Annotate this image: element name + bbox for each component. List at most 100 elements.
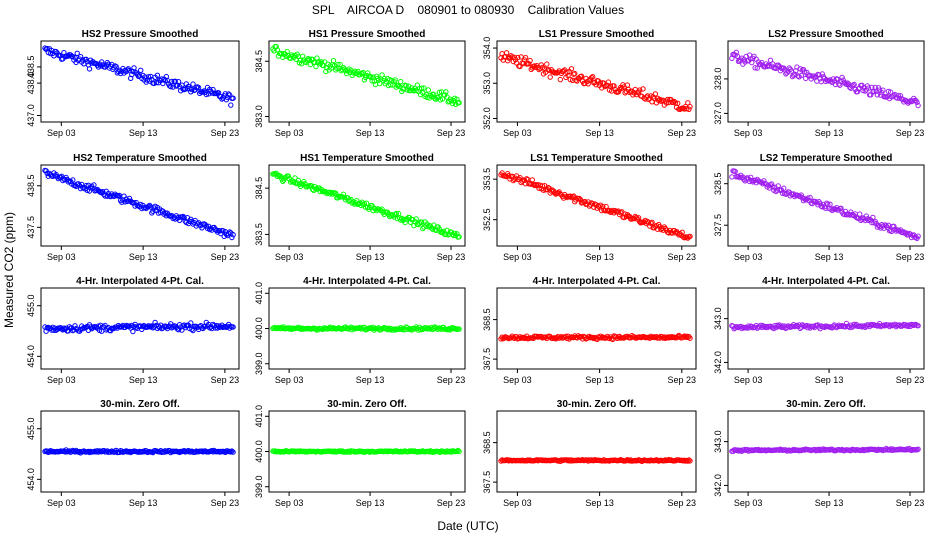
data-point [684, 234, 690, 240]
data-point [862, 88, 868, 94]
data-point [279, 51, 285, 57]
y-tick-label: 353.0 [482, 72, 492, 95]
data-point [645, 220, 652, 226]
data-point [104, 193, 111, 199]
y-tick-label: 368.5 [482, 431, 492, 454]
data-point [126, 195, 133, 202]
data-point [154, 72, 161, 79]
panel-4: LS2 Pressure Smoothed 327.0 328.0 Sep 03 Sep… [713, 29, 925, 138]
data-point [522, 55, 529, 61]
data-point [545, 66, 551, 73]
data-point [113, 64, 119, 70]
data-point [599, 85, 605, 91]
data-point [526, 61, 532, 67]
data-point [145, 203, 152, 210]
data-point [588, 200, 595, 206]
data-point [413, 216, 419, 222]
data-point [517, 334, 523, 340]
data-points [270, 43, 462, 108]
data-point [70, 177, 76, 183]
data-point [285, 173, 291, 179]
data-point [91, 182, 97, 188]
data-point [895, 92, 901, 99]
data-point [225, 91, 232, 97]
panel-2: HS1 Pressure Smoothed 383.0 384.5 Sep 03 Sep… [254, 29, 466, 138]
data-point [870, 89, 876, 95]
data-point [752, 65, 758, 71]
data-point [173, 83, 180, 89]
y-tick-label: 352.0 [482, 107, 492, 130]
x-tick-label: Sep 03 [275, 252, 304, 262]
x-tick-label: Sep 23 [211, 375, 240, 385]
data-point [906, 99, 912, 105]
data-point [567, 193, 573, 199]
data-point [43, 168, 49, 174]
y-tick-label: 400.0 [254, 317, 264, 340]
data-point [819, 71, 825, 77]
x-tick-label: Sep 13 [585, 498, 614, 508]
data-point [749, 177, 755, 184]
data-point [179, 214, 185, 220]
data-point [807, 194, 813, 201]
y-tick-label: 400.0 [254, 440, 264, 463]
data-point [685, 100, 691, 106]
data-point [344, 70, 350, 77]
data-point [172, 78, 178, 85]
y-tick-label: 399.0 [254, 475, 264, 498]
x-tick-label: Sep 23 [896, 375, 925, 385]
x-tick-label: Sep 23 [668, 498, 697, 508]
data-points [498, 170, 693, 241]
data-point [819, 204, 825, 210]
panel-frame [496, 40, 697, 123]
data-point [880, 87, 886, 93]
data-point [456, 326, 462, 332]
x-tick-label: Sep 03 [503, 128, 532, 138]
panel-frame [727, 164, 925, 247]
data-point [100, 189, 106, 195]
data-point [649, 219, 655, 226]
y-tick-label: 343.0 [713, 307, 723, 330]
data-point [445, 326, 451, 333]
x-tick-label: Sep 13 [129, 498, 158, 508]
data-point [915, 233, 921, 239]
data-point [687, 335, 693, 341]
data-point [277, 173, 284, 180]
data-point [588, 75, 595, 81]
data-point [230, 324, 236, 330]
x-tick-label: Sep 13 [356, 128, 385, 138]
data-point [795, 73, 801, 79]
data-point [392, 211, 398, 218]
data-point [401, 216, 407, 223]
data-point [359, 70, 365, 77]
panel-11: 4-Hr. Interpolated 4-Pt. Cal. 367.5 368.5 S… [482, 276, 697, 385]
y-tick-label: 383.0 [254, 105, 264, 128]
data-point [805, 195, 811, 201]
y-tick-label: 352.5 [482, 208, 492, 231]
x-tick-label: Sep 23 [437, 252, 466, 262]
data-point [190, 81, 196, 87]
data-point [874, 92, 881, 98]
data-point [150, 208, 156, 214]
data-point [800, 323, 807, 329]
data-point [229, 448, 235, 454]
data-point [99, 59, 105, 65]
data-points [498, 456, 693, 464]
data-point [798, 72, 804, 79]
data-point [395, 82, 402, 89]
data-point [330, 58, 337, 64]
x-tick-label: Sep 13 [815, 252, 844, 262]
panel-frame [40, 410, 240, 493]
data-point [578, 73, 585, 79]
data-point [153, 79, 160, 86]
data-point [568, 66, 575, 72]
data-point [399, 326, 405, 333]
y-tick-label: 353.5 [482, 168, 492, 191]
x-tick-label: Sep 23 [668, 252, 697, 262]
data-point [770, 184, 776, 190]
y-tick-label: 438.5 [26, 175, 36, 198]
data-point [448, 98, 455, 104]
data-point [313, 63, 319, 70]
data-point [597, 80, 604, 86]
y-tick-label: 328.5 [713, 172, 723, 195]
data-point [687, 233, 693, 240]
